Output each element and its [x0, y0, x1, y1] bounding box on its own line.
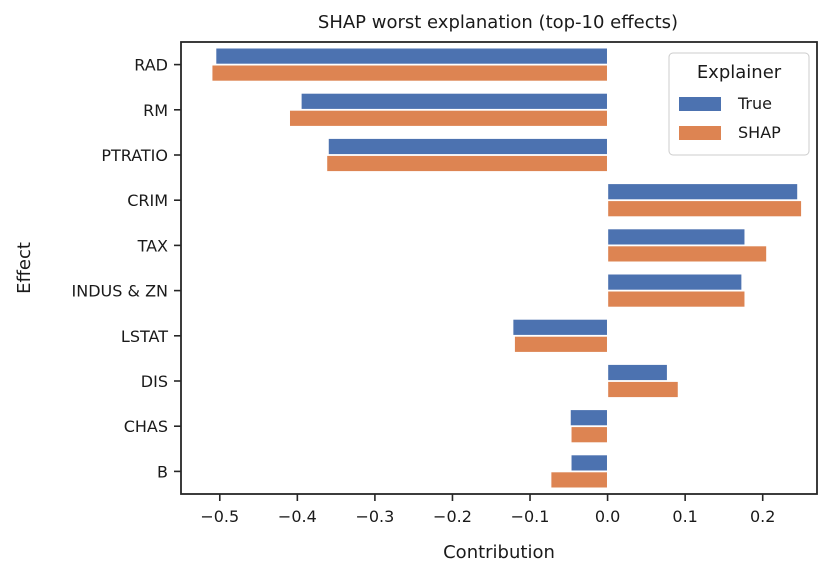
- y-axis-title: Effect: [14, 242, 35, 294]
- legend-swatch-shap: [679, 126, 721, 140]
- y-axis: RAD RM PTRATIO CRIM TAX INDUS & ZN LSTAT DIS CHA…: [72, 56, 181, 481]
- x-axis: −0.5 −0.4 −0.3 −0.2 −0.1 0.0 0.1 0.2: [200, 494, 775, 526]
- x-tick-label: 0.0: [595, 507, 620, 526]
- bar-b-true: [570, 454, 608, 472]
- bar-lstat-true: [512, 318, 608, 336]
- bar-rm-true: [300, 92, 608, 110]
- x-tick-label: −0.5: [200, 507, 239, 526]
- bar-chas-true: [569, 409, 608, 427]
- legend: Explainer True SHAP: [668, 52, 810, 156]
- y-tick-label-rad: RAD: [134, 56, 168, 75]
- legend-label-true: True: [737, 94, 772, 113]
- y-tick-label-indus-zn: INDUS & ZN: [72, 282, 168, 301]
- bar-tax-shap: [607, 245, 767, 263]
- bar-crim-true: [607, 183, 799, 201]
- x-tick-label: −0.4: [278, 507, 317, 526]
- y-tick-label-b: B: [157, 462, 168, 481]
- legend-swatch-true: [679, 97, 721, 111]
- x-tick-label: 0.2: [750, 507, 775, 526]
- plot-frame: [180, 41, 818, 495]
- y-tick-label-dis: DIS: [141, 372, 168, 391]
- bar-indus-zn-true: [607, 273, 743, 291]
- bar-crim-shap: [607, 200, 802, 218]
- x-axis-title: Contribution: [443, 542, 555, 563]
- x-tick-label: 0.1: [672, 507, 697, 526]
- bar-tax-true: [607, 228, 746, 246]
- x-tick-label: −0.3: [355, 507, 394, 526]
- bar-dis-shap: [607, 381, 679, 398]
- chart-title: SHAP worst explanation (top-10 effects): [318, 12, 678, 33]
- x-tick-label: −0.1: [511, 507, 550, 526]
- y-tick-label-tax: TAX: [137, 236, 168, 255]
- y-tick-label-rm: RM: [143, 101, 168, 120]
- legend-label-shap: SHAP: [738, 123, 781, 142]
- y-tick-label-crim: CRIM: [127, 191, 168, 210]
- bar-rad-shap: [211, 64, 608, 82]
- legend-title: Explainer: [697, 62, 782, 83]
- bar-rad-true: [215, 47, 608, 65]
- bar-ptratio-shap: [326, 155, 608, 172]
- bar-rm-shap: [289, 109, 608, 127]
- bar-chas-shap: [570, 426, 608, 444]
- bar-lstat-shap: [514, 335, 608, 353]
- bar-ptratio-true: [327, 138, 608, 155]
- bar-dis-true: [607, 364, 668, 381]
- y-tick-label-ptratio: PTRATIO: [101, 146, 168, 165]
- bar-b-shap: [550, 471, 608, 489]
- x-tick-label: −0.2: [433, 507, 472, 526]
- y-tick-label-lstat: LSTAT: [121, 327, 168, 346]
- y-tick-label-chas: CHAS: [124, 417, 168, 436]
- bar-indus-zn-shap: [607, 290, 746, 308]
